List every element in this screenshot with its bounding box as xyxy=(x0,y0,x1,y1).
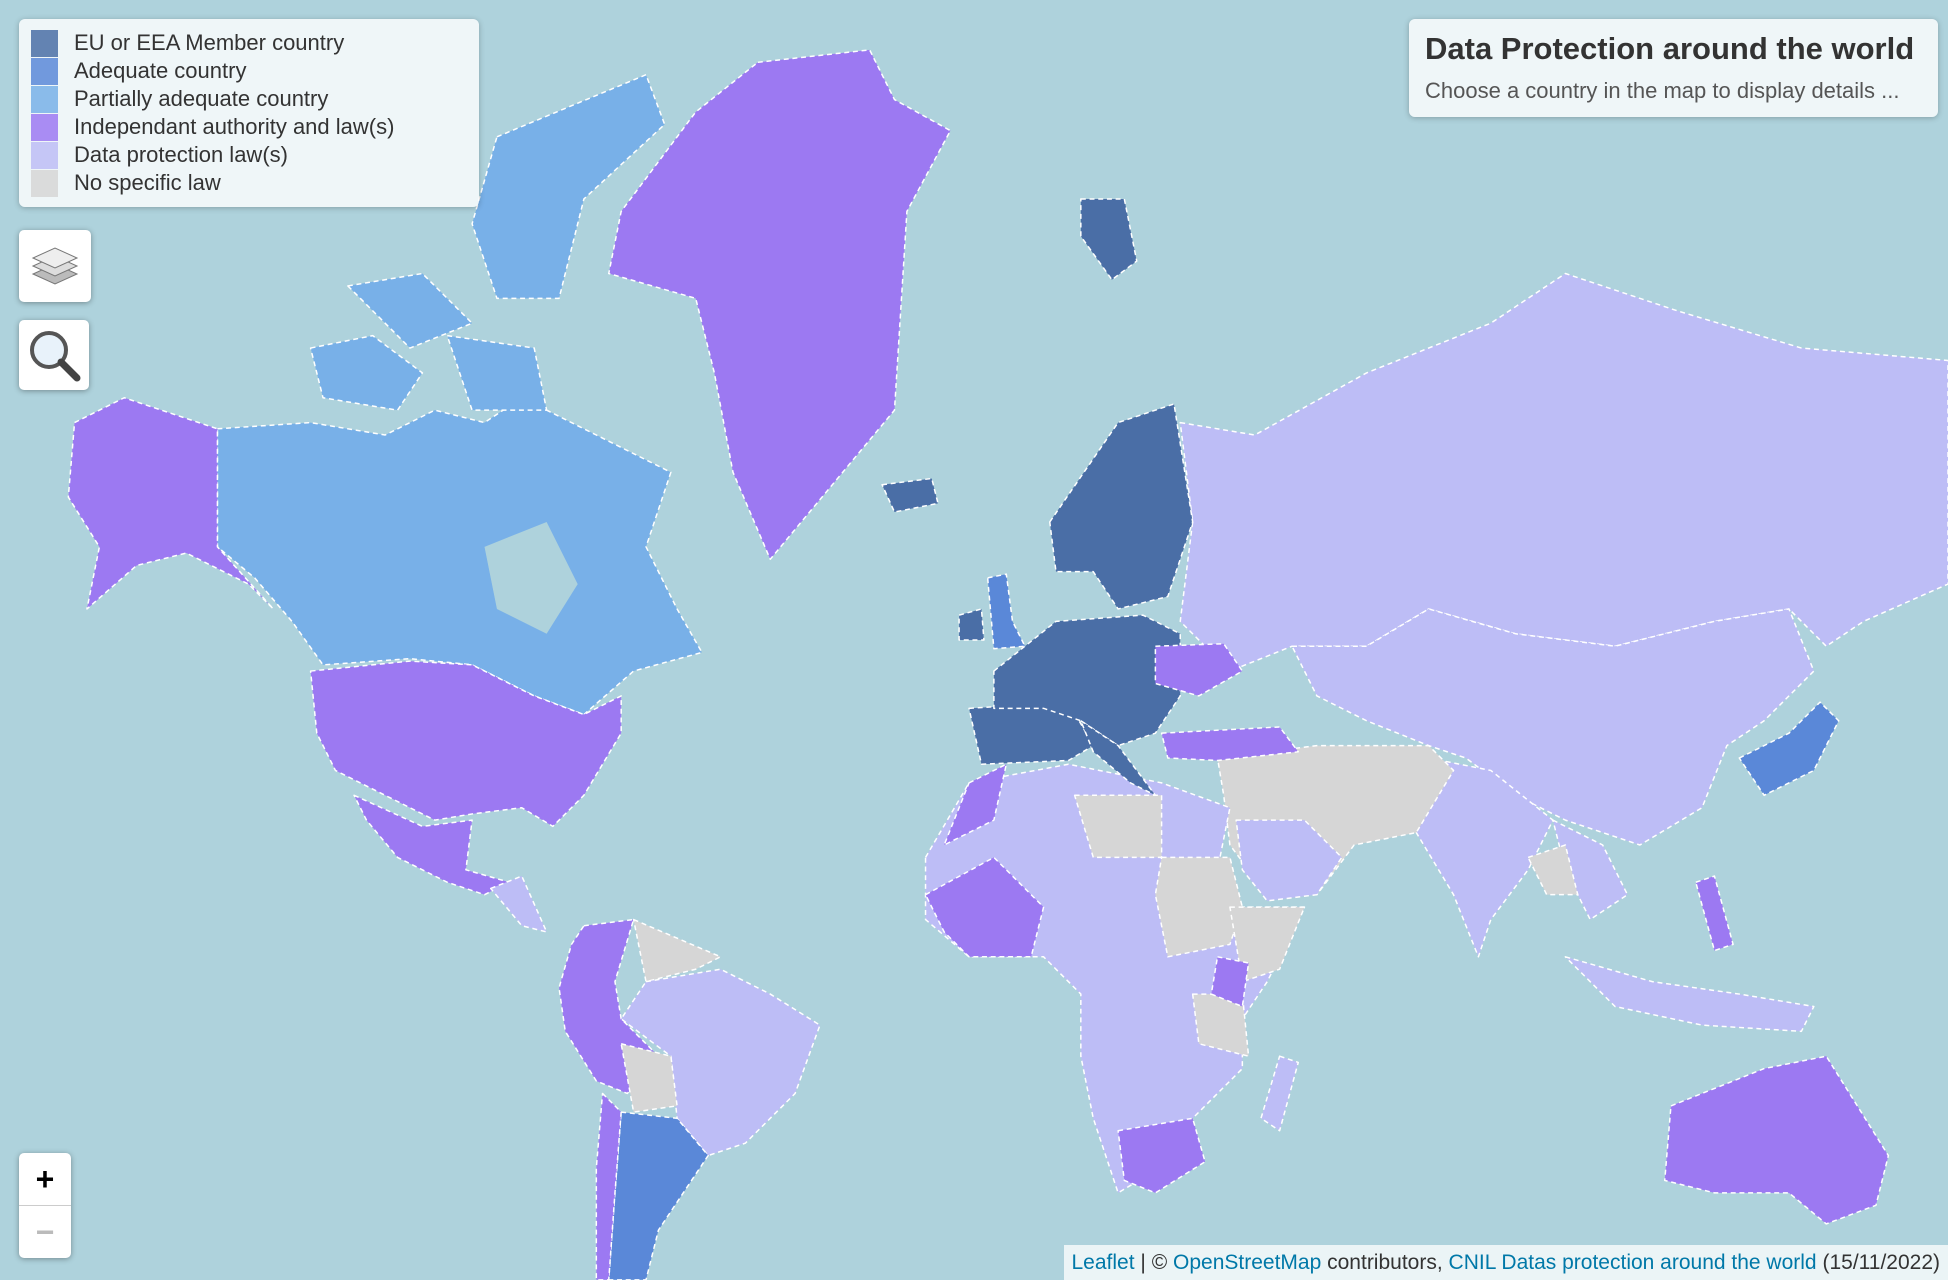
legend-item: EU or EEA Member country xyxy=(31,29,467,57)
attribution-separator: | © xyxy=(1140,1251,1168,1274)
legend-item: Independant authority and law(s) xyxy=(31,113,467,141)
legend-label: No specific law xyxy=(74,170,221,195)
legend-item: No specific law xyxy=(31,169,467,197)
leaflet-link[interactable]: Leaflet xyxy=(1071,1251,1135,1274)
legend: EU or EEA Member country Adequate country… xyxy=(19,19,479,207)
legend-label: Data protection law(s) xyxy=(74,142,288,167)
legend-swatch xyxy=(31,169,58,197)
legend-swatch xyxy=(31,141,58,169)
zoom-control: + − xyxy=(19,1153,71,1258)
layers-icon xyxy=(31,247,79,285)
legend-swatch xyxy=(31,113,58,141)
attribution-contributors: contributors, xyxy=(1327,1251,1443,1274)
cnil-link[interactable]: CNIL Datas protection around the world xyxy=(1448,1251,1817,1274)
legend-label: Adequate country xyxy=(74,58,247,83)
search-button[interactable] xyxy=(19,320,89,390)
info-panel: Data Protection around the world Choose … xyxy=(1409,19,1938,117)
legend-item: Partially adequate country xyxy=(31,85,467,113)
legend-swatch xyxy=(31,85,58,113)
legend-swatch xyxy=(31,29,58,57)
attribution: Leaflet | © OpenStreetMap contributors, … xyxy=(1063,1245,1948,1280)
legend-label: Independant authority and law(s) xyxy=(74,114,395,139)
legend-label: Partially adequate country xyxy=(74,86,329,111)
legend-label: EU or EEA Member country xyxy=(74,30,345,55)
legend-item: Adequate country xyxy=(31,57,467,85)
legend-swatch xyxy=(31,57,58,85)
attribution-date: (15/11/2022) xyxy=(1822,1251,1940,1274)
legend-item: Data protection law(s) xyxy=(31,141,467,169)
zoom-in[interactable]: + xyxy=(19,1153,71,1206)
search-icon xyxy=(30,331,81,382)
info-text: Choose a country in the map to display d… xyxy=(1425,78,1900,103)
osm-link[interactable]: OpenStreetMap xyxy=(1173,1251,1322,1274)
info-title: Data Protection around the world xyxy=(1425,31,1915,66)
zoom-out[interactable]: − xyxy=(35,1214,55,1250)
layers-button[interactable] xyxy=(19,230,91,302)
